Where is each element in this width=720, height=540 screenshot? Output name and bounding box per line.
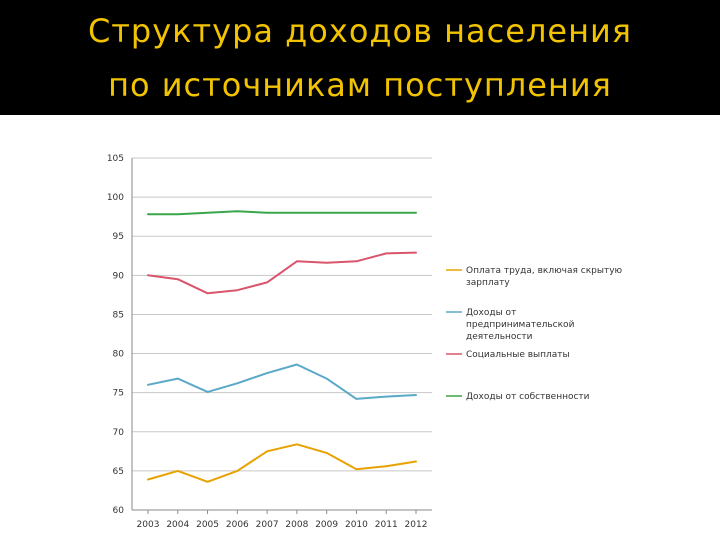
x-tick-label: 2008 xyxy=(285,520,308,530)
legend-label: Оплата труда, включая скрытую зарплату xyxy=(466,266,623,288)
x-tick-label: 2012 xyxy=(405,520,428,530)
x-tick-label: 2006 xyxy=(226,520,249,530)
slide-title-line-2: по источникам поступления xyxy=(108,66,612,104)
y-tick-label: 80 xyxy=(113,350,125,360)
x-tick-label: 2004 xyxy=(166,520,189,530)
legend-entry-2: Доходы от предпринимательской деятельности xyxy=(446,308,575,342)
legend-entry-4: Доходы от собственности xyxy=(446,392,590,402)
legend-label: Социальные выплаты xyxy=(466,350,570,360)
y-tick-label: 95 xyxy=(113,232,124,242)
slide-title-line-1: Структура доходов населения xyxy=(87,12,633,50)
x-tick-label: 2007 xyxy=(256,520,279,530)
y-tick-label: 75 xyxy=(113,389,124,399)
legend-label: Доходы от собственности xyxy=(466,392,590,402)
series-line-3 xyxy=(147,251,417,295)
title-band: Структура доходов населения по источника… xyxy=(0,0,720,115)
legend-entry-3: Социальные выплаты xyxy=(446,350,570,360)
y-axis-tick-labels: 60 65 70 75 80 85 90 95 100 105 xyxy=(107,154,124,516)
y-tick-label: 105 xyxy=(107,154,124,164)
x-tick-label: 2011 xyxy=(375,520,398,530)
series-line-4 xyxy=(147,210,417,216)
y-tick-label: 90 xyxy=(113,271,125,281)
y-tick-label: 60 xyxy=(113,506,125,516)
x-tick-label: 2005 xyxy=(196,520,219,530)
x-tick-label: 2010 xyxy=(345,520,368,530)
series-lines xyxy=(147,210,417,483)
y-tick-label: 70 xyxy=(113,428,125,438)
series-line-1 xyxy=(147,443,417,483)
axes xyxy=(131,158,432,514)
legend-entry-1: Оплата труда, включая скрытую зарплату xyxy=(446,266,623,288)
y-tick-label: 85 xyxy=(113,310,124,320)
y-tick-label: 100 xyxy=(107,193,124,203)
gridlines xyxy=(132,157,432,472)
legend: Оплата труда, включая скрытую зарплату Дох… xyxy=(446,266,623,402)
x-tick-label: 2009 xyxy=(315,520,338,530)
x-axis-tick-labels: 2003 2004 2005 2006 2007 2008 2009 2010 2011 2012 xyxy=(137,520,428,530)
y-tick-label: 65 xyxy=(113,467,124,477)
series-line-2 xyxy=(147,363,417,400)
x-tick-label: 2003 xyxy=(137,520,160,530)
legend-label: Доходы от предпринимательской деятельности xyxy=(466,308,575,342)
